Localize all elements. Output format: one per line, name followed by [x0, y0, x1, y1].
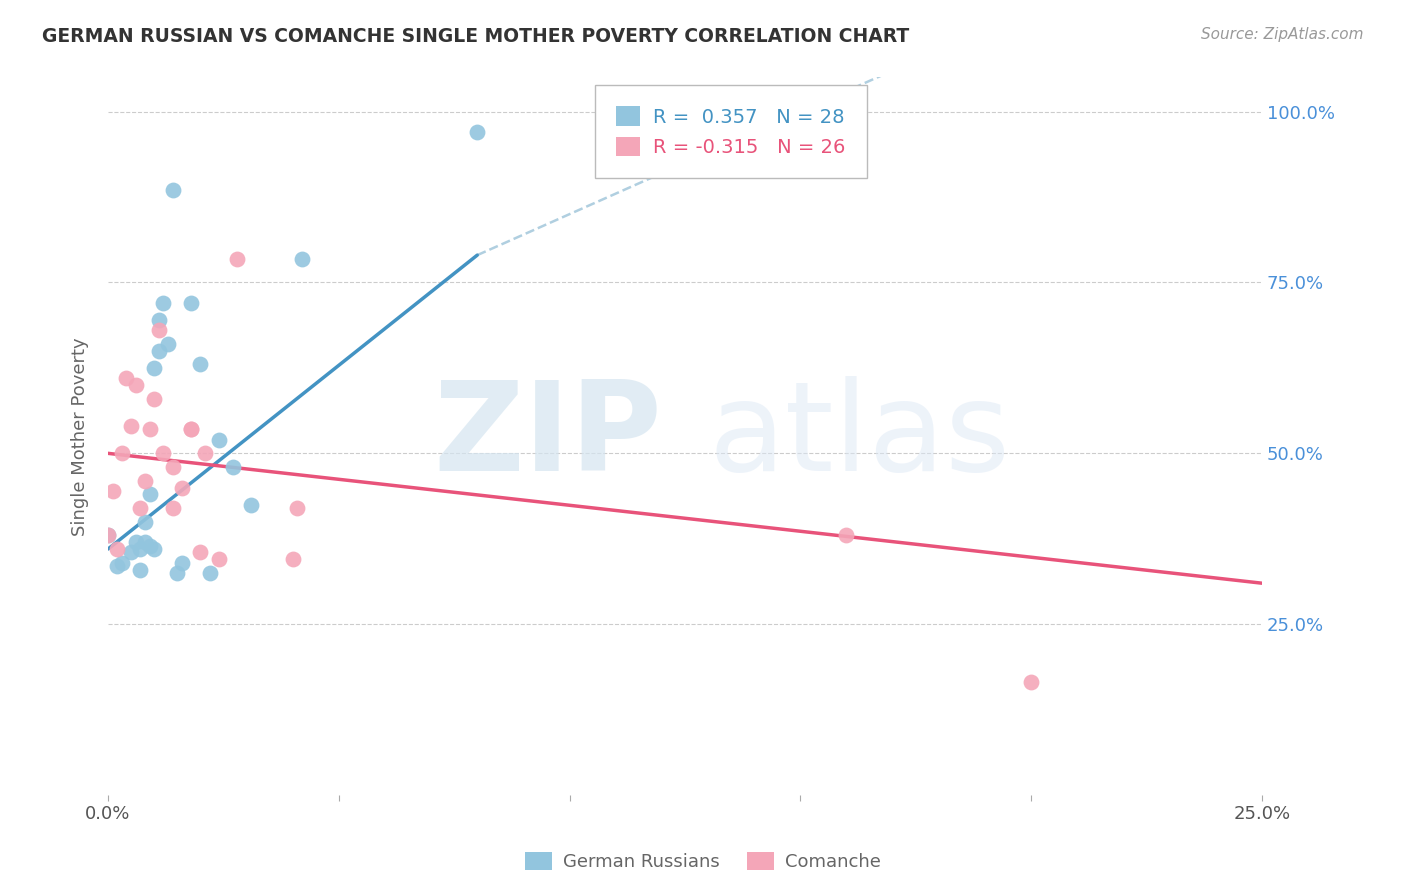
- Point: [188, 545, 211, 559]
- Legend: German Russians, Comanche: German Russians, Comanche: [517, 845, 889, 879]
- Point: [198, 566, 221, 580]
- Point: [170, 556, 193, 570]
- Point: [208, 552, 231, 566]
- Point: [143, 392, 166, 406]
- Text: ZIP: ZIP: [433, 376, 662, 497]
- Point: [194, 446, 217, 460]
- Point: [285, 501, 308, 516]
- Point: [134, 474, 156, 488]
- Point: [148, 323, 170, 337]
- Point: [111, 446, 134, 460]
- Point: [152, 446, 174, 460]
- Point: [291, 252, 314, 266]
- Point: [188, 358, 211, 372]
- Point: [156, 337, 179, 351]
- Point: [166, 566, 188, 580]
- Point: [129, 562, 152, 576]
- Point: [138, 487, 160, 501]
- Point: [125, 535, 148, 549]
- Point: [105, 541, 128, 556]
- Point: [240, 498, 263, 512]
- Point: [134, 535, 156, 549]
- Point: [180, 422, 202, 436]
- Point: [1019, 675, 1042, 690]
- Point: [180, 422, 202, 436]
- Point: [101, 483, 124, 498]
- Point: [152, 296, 174, 310]
- Point: [115, 371, 138, 385]
- Point: [143, 360, 166, 375]
- Y-axis label: Single Mother Poverty: Single Mother Poverty: [72, 337, 89, 535]
- Point: [208, 433, 231, 447]
- Text: Source: ZipAtlas.com: Source: ZipAtlas.com: [1201, 27, 1364, 42]
- Point: [162, 501, 184, 516]
- Point: [170, 481, 193, 495]
- Point: [105, 559, 128, 574]
- Text: atlas: atlas: [709, 376, 1010, 497]
- Point: [129, 501, 152, 516]
- Point: [111, 556, 134, 570]
- Point: [97, 528, 120, 542]
- Point: [97, 528, 120, 542]
- Point: [138, 422, 160, 436]
- Point: [120, 545, 142, 559]
- Point: [465, 125, 488, 139]
- Point: [226, 252, 249, 266]
- Point: [162, 460, 184, 475]
- Point: [148, 313, 170, 327]
- Text: GERMAN RUSSIAN VS COMANCHE SINGLE MOTHER POVERTY CORRELATION CHART: GERMAN RUSSIAN VS COMANCHE SINGLE MOTHER…: [42, 27, 910, 45]
- Point: [134, 515, 156, 529]
- Point: [129, 541, 152, 556]
- Point: [120, 419, 142, 434]
- Point: [125, 378, 148, 392]
- Point: [138, 539, 160, 553]
- Point: [221, 460, 243, 475]
- Point: [835, 528, 858, 542]
- Legend: R =  0.357   N = 28, R = -0.315   N = 26: R = 0.357 N = 28, R = -0.315 N = 26: [600, 91, 862, 173]
- Point: [180, 296, 202, 310]
- Point: [162, 183, 184, 197]
- Point: [281, 552, 304, 566]
- Point: [148, 343, 170, 358]
- Point: [143, 541, 166, 556]
